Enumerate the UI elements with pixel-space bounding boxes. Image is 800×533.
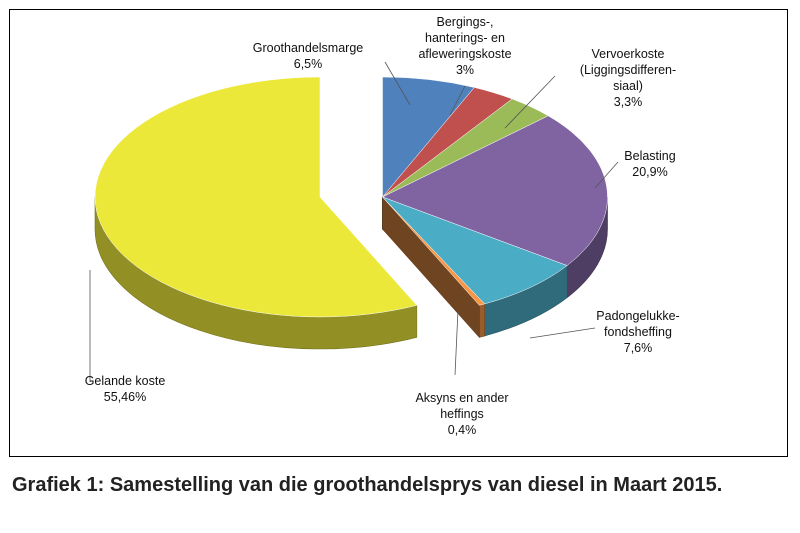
leader-line-0 bbox=[384, 61, 411, 106]
slice-label-5: Aksyns en ander heffings 0,4% bbox=[415, 391, 508, 437]
slice-label-1: Bergings-, hanterings- en afleweringskoste… bbox=[418, 15, 511, 77]
pie-tops bbox=[94, 76, 608, 318]
leader-line-3 bbox=[594, 161, 619, 189]
pie-slice-6 bbox=[94, 76, 418, 318]
slice-label-2: Vervoerkoste (Liggingsdifferen-siaal) 3,3% bbox=[580, 47, 676, 109]
pie-slice-4 bbox=[382, 196, 568, 305]
pie-chart: Groothandelsmarge 6,5% Bergings-, hantering… bbox=[85, 15, 680, 437]
leader-line-5 bbox=[454, 309, 459, 376]
pie-slice-3 bbox=[381, 115, 608, 266]
chart-caption: Grafiek 1: Samestelling van die groothan… bbox=[12, 474, 723, 496]
chart-frame: Groothandelsmarge 6,5% Bergings-, hantering… bbox=[9, 9, 788, 457]
leader-line-4 bbox=[529, 327, 596, 339]
slice-label-6: Gelande koste 55,46% bbox=[85, 374, 166, 404]
pie-slice-5 bbox=[382, 196, 486, 306]
slice-labels: Groothandelsmarge 6,5% Bergings-, hantering… bbox=[85, 15, 680, 437]
slice-label-4: Padongelukke-fondsheffing 7,6% bbox=[596, 309, 679, 355]
slice-label-3: Belasting 20,9% bbox=[624, 149, 675, 179]
leader-line-1 bbox=[449, 85, 466, 116]
slice-label-0: Groothandelsmarge 6,5% bbox=[253, 41, 364, 71]
slice-side-5 bbox=[479, 303, 485, 338]
leader-line-2 bbox=[504, 75, 556, 129]
